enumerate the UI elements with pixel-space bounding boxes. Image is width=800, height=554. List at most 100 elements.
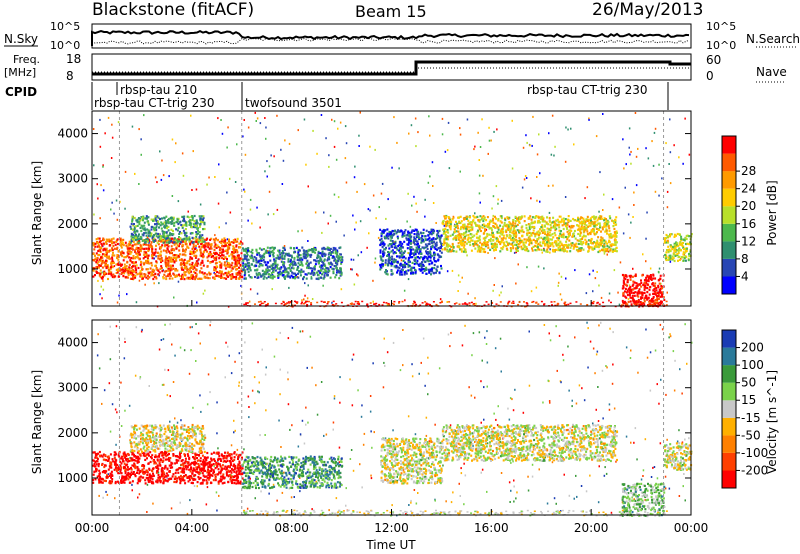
scatter-cell (460, 226, 462, 229)
scatter-cell (417, 131, 419, 134)
scatter-cell (146, 247, 149, 250)
scatter-cell (135, 261, 137, 264)
scatter-cell (185, 265, 188, 268)
scatter-cell (136, 273, 139, 276)
scatter-cell (396, 271, 398, 274)
scatter-cell (238, 262, 241, 265)
scatter-cell (645, 260, 647, 263)
scatter-cell (398, 266, 401, 270)
scatter-cell (130, 256, 133, 260)
scatter-cell (680, 235, 683, 238)
scatter-cell (97, 253, 100, 257)
scatter-cell (171, 218, 174, 221)
scatter-cell (344, 125, 347, 128)
scatter-cell (283, 247, 286, 250)
scatter-cell (404, 257, 407, 260)
scatter-cell (271, 277, 274, 280)
scatter-cell (525, 246, 528, 249)
scatter-cell (627, 298, 630, 301)
scatter-cell (653, 292, 656, 295)
scatter-cell (241, 258, 244, 261)
scatter-cell (563, 248, 566, 251)
scatter-cell (210, 255, 213, 259)
scatter-cell (635, 286, 638, 289)
scatter-cell (474, 247, 477, 250)
scatter-cell (181, 238, 184, 241)
scatter-cell (334, 250, 337, 253)
scatter-cell (682, 251, 685, 254)
scatter-cell (432, 232, 435, 235)
scatter-cell (577, 242, 580, 245)
scatter-cell (132, 224, 135, 227)
scatter-cell (637, 292, 640, 295)
scatter-cell (413, 195, 415, 198)
scatter-cell (427, 230, 430, 234)
scatter-cell (157, 232, 160, 236)
scatter-cell (244, 190, 246, 193)
scatter-cell (132, 265, 134, 268)
scatter-cell (239, 242, 242, 245)
scatter-cell (160, 260, 162, 264)
scatter-cell (93, 242, 96, 245)
scatter-cell (179, 259, 181, 262)
scatter-cell (636, 284, 639, 287)
scatter-cell (560, 234, 563, 237)
scatter-cell (221, 132, 224, 135)
scatter-cell (536, 199, 538, 202)
scatter-cell (193, 225, 195, 228)
scatter-cell (117, 250, 120, 253)
scatter-cell (436, 265, 439, 268)
scatter-cell (528, 235, 531, 238)
scatter-cell (522, 230, 525, 234)
scatter-cell (179, 253, 181, 256)
scatter-cell (384, 263, 387, 266)
scatter-cell (126, 246, 129, 249)
scatter-cell (508, 233, 511, 236)
scatter-cell (414, 268, 416, 271)
scatter-cell (339, 271, 342, 274)
scatter-cell (322, 263, 325, 266)
scatter-cell (601, 237, 604, 240)
scatter-cell (301, 246, 304, 249)
scatter-cell (582, 234, 585, 237)
scatter-cell (569, 246, 572, 249)
scatter-cell (207, 255, 210, 258)
scatter-cell (245, 247, 248, 250)
scatter-cell (201, 234, 204, 237)
scatter-cell (445, 238, 448, 241)
scatter-cell (643, 281, 646, 285)
scatter-cell (555, 248, 557, 251)
scatter-cell (99, 264, 102, 267)
scatter-cell (328, 256, 330, 259)
scatter-cell (409, 268, 412, 271)
scatter-cell (131, 238, 134, 241)
scatter-cell (656, 297, 659, 300)
scatter-cell (643, 279, 646, 282)
scatter-cell (578, 239, 581, 242)
scatter-cell (240, 284, 242, 287)
scatter-cell (546, 250, 549, 253)
scatter-cell (408, 264, 411, 267)
scatter-cell (155, 219, 158, 222)
scatter-cell (159, 217, 161, 221)
scatter-cell (569, 250, 572, 253)
scatter-cell (459, 127, 461, 130)
scatter-cell (612, 249, 615, 252)
scatter-cell (402, 251, 405, 254)
scatter-cell (183, 253, 186, 256)
scatter-cell (423, 268, 426, 271)
scatter-cell (543, 248, 546, 251)
scatter-cell (168, 272, 171, 275)
scatter-cell (260, 275, 263, 278)
scatter-cell (669, 182, 672, 185)
scatter-cell (384, 271, 387, 274)
scatter-cell (139, 247, 142, 250)
scatter-cell (199, 270, 201, 273)
scatter-cell (566, 250, 569, 253)
scatter-cell (621, 273, 624, 277)
scatter-cell (327, 248, 330, 251)
scatter-cell (181, 259, 184, 262)
scatter-cell (318, 265, 321, 268)
scatter-cell (314, 211, 317, 214)
scatter-cell (386, 254, 389, 257)
